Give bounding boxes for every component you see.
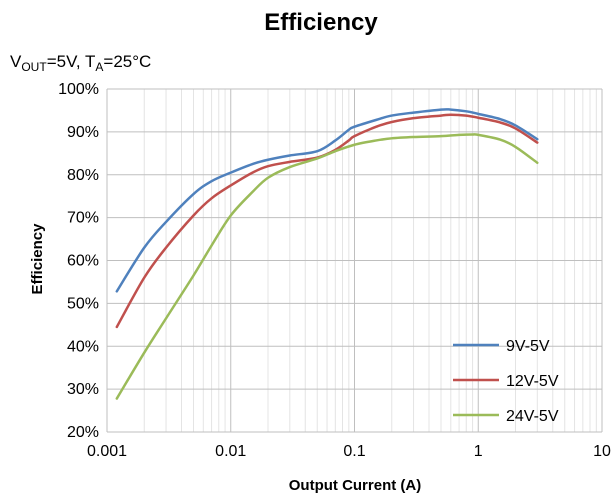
y-tick-label: 70% [67,210,99,227]
ta-value: =25°C [103,52,151,71]
vout-symbol: V [10,52,22,71]
x-tick-label: 10 [593,443,611,460]
ta-subscript: A [95,60,103,74]
x-tick-label: 1 [474,443,483,460]
vout-subscript: OUT [21,60,47,74]
x-axis-tick-labels: 0.001 0.01 0.1 1 10 [87,443,611,460]
legend: 9V-5V 12V-5V 24V-5V [453,338,559,425]
x-tick-label: 0.01 [215,443,246,460]
test-conditions: VOUT=5V, TA=25°C [10,52,151,74]
series-line-12v-5v [115,113,539,329]
major-gridlines [106,88,603,433]
legend-label-24v-5v: 24V-5V [506,408,559,425]
x-tick-label: 0.001 [87,443,127,460]
legend-label-12v-5v: 12V-5V [506,373,559,390]
series-lines [115,108,539,400]
series-line-9v-5v [115,108,539,293]
y-tick-label: 50% [67,295,99,312]
y-axis-tick-labels: 20% 30% 40% 50% 60% 70% 80% 90% 100% [58,81,99,441]
series-line-24v-5v [115,133,539,400]
legend-label-9v-5v: 9V-5V [506,338,550,355]
vout-value: =5V, [47,52,85,71]
y-tick-label: 100% [58,81,99,98]
x-axis-title: Output Current (A) [289,477,421,494]
y-tick-label: 20% [67,424,99,441]
ta-symbol: T [85,52,95,71]
y-axis-title: Efficiency [29,223,46,295]
y-tick-label: 90% [67,124,99,141]
y-tick-label: 30% [67,381,99,398]
y-tick-label: 40% [67,338,99,355]
x-tick-label: 0.1 [343,443,365,460]
y-tick-label: 80% [67,167,99,184]
chart-title: Efficiency [264,9,378,36]
y-tick-label: 60% [67,253,99,270]
